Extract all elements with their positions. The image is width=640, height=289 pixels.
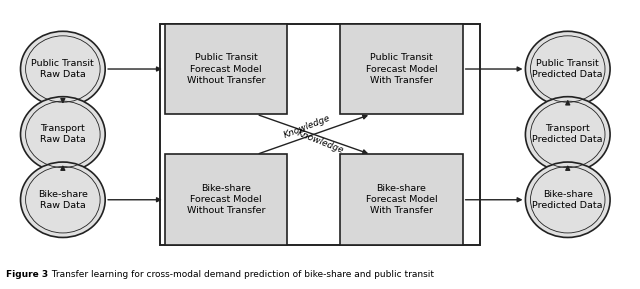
- Text: Bike-share
Raw Data: Bike-share Raw Data: [38, 190, 88, 210]
- FancyBboxPatch shape: [340, 24, 463, 114]
- Text: Transport
Raw Data: Transport Raw Data: [40, 124, 86, 144]
- Ellipse shape: [20, 97, 105, 172]
- FancyBboxPatch shape: [164, 24, 287, 114]
- FancyBboxPatch shape: [164, 155, 287, 245]
- Ellipse shape: [525, 31, 610, 107]
- Text: Bike-share
Forecast Model
With Transfer: Bike-share Forecast Model With Transfer: [365, 184, 437, 215]
- Text: Public Transit
Raw Data: Public Transit Raw Data: [31, 59, 94, 79]
- Text: Bike-share
Forecast Model
Without Transfer: Bike-share Forecast Model Without Transf…: [187, 184, 265, 215]
- Text: Public Transit
Predicted Data: Public Transit Predicted Data: [532, 59, 603, 79]
- Ellipse shape: [20, 31, 105, 107]
- Text: Knowledge: Knowledge: [283, 114, 332, 140]
- Ellipse shape: [525, 97, 610, 172]
- Text: Public Transit
Forecast Model
Without Transfer: Public Transit Forecast Model Without Tr…: [187, 53, 265, 85]
- Text: Knowledge: Knowledge: [295, 129, 345, 155]
- Text: Bike-share
Predicted Data: Bike-share Predicted Data: [532, 190, 603, 210]
- Ellipse shape: [525, 162, 610, 238]
- Text: Transport
Predicted Data: Transport Predicted Data: [532, 124, 603, 144]
- Ellipse shape: [20, 162, 105, 238]
- Text: Figure 3: Figure 3: [6, 270, 49, 279]
- Text: Public Transit
Forecast Model
With Transfer: Public Transit Forecast Model With Trans…: [365, 53, 437, 85]
- Text: Transfer learning for cross-modal demand prediction of bike-share and public tra: Transfer learning for cross-modal demand…: [49, 270, 434, 279]
- FancyBboxPatch shape: [340, 155, 463, 245]
